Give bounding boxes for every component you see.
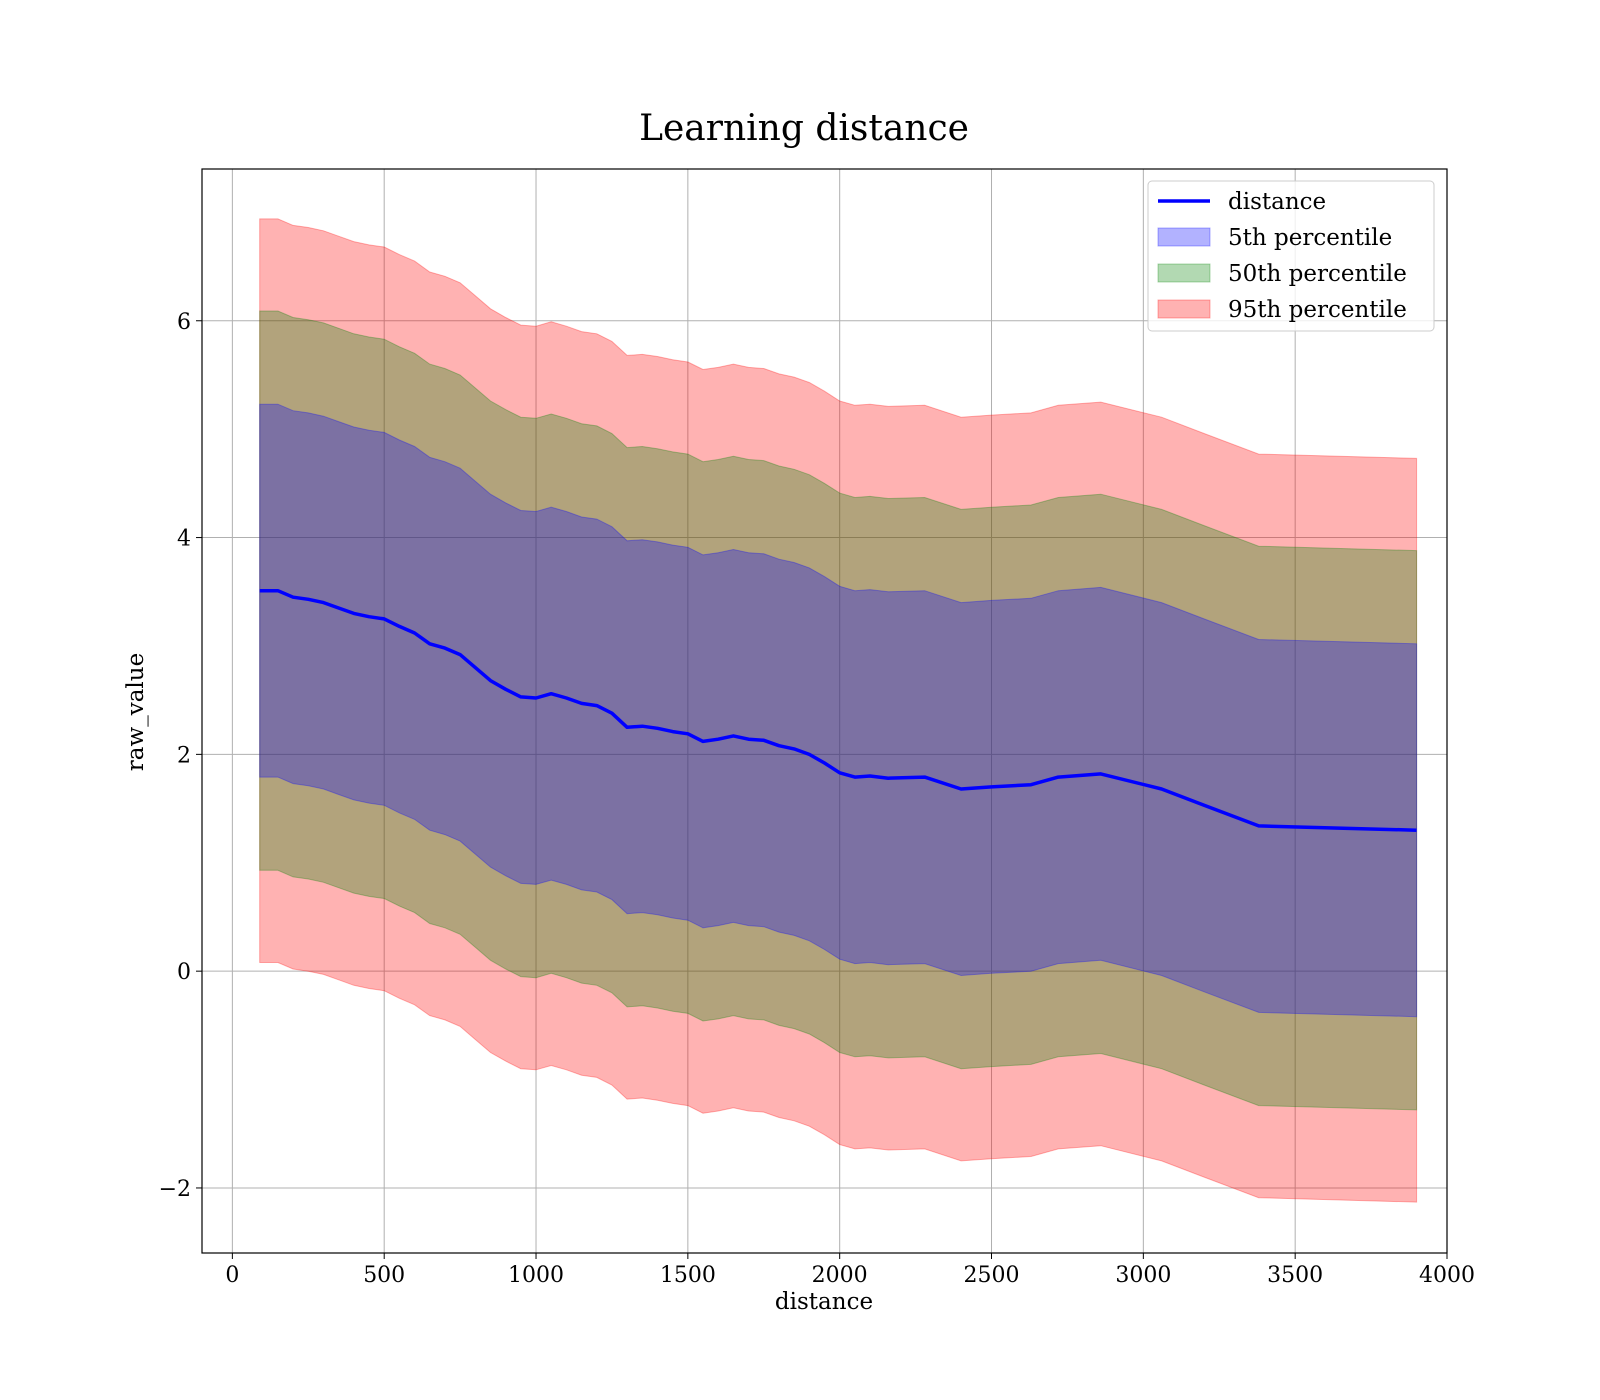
legend-label-95th-percentile: 95th percentile — [1228, 297, 1407, 323]
50th-percentile-band — [259, 310, 1418, 1111]
plot-frame — [201, 168, 1448, 1254]
5th-percentile-band — [259, 403, 1418, 1018]
y-tick-label: 6 — [177, 310, 191, 335]
x-tick-label: 2500 — [964, 1263, 1020, 1288]
x-axis-label: distance — [775, 1289, 873, 1315]
axis-ticks: 0 500 1000 1500 2000 2500 3000 3500 4000 −2 0 2 4 6 — [159, 310, 1475, 1288]
legend-swatch-5th-percentile — [1157, 227, 1211, 247]
distance-line — [259, 588, 1417, 832]
x-tick-label: 3500 — [1267, 1263, 1323, 1288]
y-tick-label: 4 — [177, 527, 191, 552]
line-series — [259, 588, 1417, 832]
x-tick-label: 2000 — [812, 1263, 868, 1288]
x-tick-label: 4000 — [1419, 1263, 1475, 1288]
y-tick-label: 0 — [177, 960, 191, 985]
legend-label-50th-percentile: 50th percentile — [1228, 261, 1407, 287]
x-tick-label: 0 — [225, 1263, 239, 1288]
x-tick-label: 1500 — [660, 1263, 716, 1288]
legend-swatch-95th-percentile — [1157, 299, 1211, 319]
x-tick-label: 1000 — [508, 1263, 564, 1288]
legend-label-5th-percentile: 5th percentile — [1228, 225, 1392, 251]
chart-title: Learning distance — [639, 108, 969, 149]
percentile-bands — [259, 218, 1418, 1203]
x-tick-label: 500 — [363, 1263, 405, 1288]
x-tick-label: 3000 — [1115, 1263, 1171, 1288]
legend: distance 5th percentile 50th percentile 95t… — [1147, 180, 1435, 332]
legend-swatch-50th-percentile — [1157, 263, 1211, 283]
y-tick-label: 2 — [177, 743, 191, 768]
legend-label-distance: distance — [1228, 189, 1326, 215]
y-axis-label: raw_value — [123, 653, 149, 771]
95th-percentile-band — [259, 218, 1418, 1203]
legend-box — [1147, 180, 1435, 332]
y-tick-label: −2 — [159, 1177, 191, 1202]
